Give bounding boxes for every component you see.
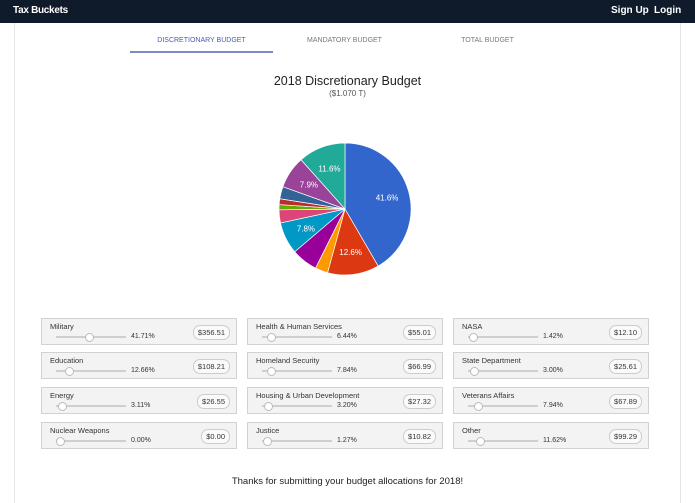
budget-item: Housing & Urban Development 3.20% $27.32 <box>247 387 443 414</box>
allocation-amount: $108.21 <box>192 359 230 374</box>
allocation-slider[interactable] <box>56 436 126 446</box>
slider-handle[interactable] <box>473 401 483 411</box>
budget-item-label: Justice <box>256 426 280 435</box>
pie-label: 7.8% <box>297 224 315 233</box>
slider-handle[interactable] <box>266 332 276 342</box>
allocation-percent: 7.84% <box>337 367 357 374</box>
budget-item-label: Military <box>50 322 74 331</box>
allocation-slider[interactable] <box>262 436 332 446</box>
slider-handle[interactable] <box>267 366 277 376</box>
allocation-amount: $99.29 <box>609 429 642 444</box>
chart-subtitle: ($1.070 T) <box>329 89 366 98</box>
submission-message: Thanks for submitting your budget alloca… <box>231 476 464 487</box>
budget-item: Veterans Affairs 7.94% $67.89 <box>453 387 649 414</box>
slider-handle[interactable] <box>476 436 486 446</box>
budget-item-label: Veterans Affairs <box>462 391 515 400</box>
allocation-amount: $27.32 <box>403 394 436 409</box>
allocation-slider[interactable] <box>56 332 126 342</box>
tab-total-budget[interactable]: TOTAL BUDGET <box>461 37 514 44</box>
allocation-amount: $55.01 <box>403 325 436 340</box>
budget-item: NASA 1.42% $12.10 <box>453 318 649 345</box>
allocation-slider[interactable] <box>262 401 332 411</box>
slider-handle[interactable] <box>56 436 65 446</box>
allocation-amount: $25.61 <box>609 359 642 374</box>
budget-item: Homeland Security 7.84% $66.99 <box>247 352 443 379</box>
tab-discretionary-budget[interactable]: DISCRETIONARY BUDGET <box>130 37 273 53</box>
allocation-slider[interactable] <box>468 436 538 446</box>
navbar: Tax Buckets Sign Up Login <box>0 0 695 23</box>
sign-up-link[interactable]: Sign Up <box>611 5 649 16</box>
slider-handle[interactable] <box>58 401 68 411</box>
budget-item: Energy 3.11% $26.55 <box>41 387 237 414</box>
allocation-amount: $67.89 <box>609 394 642 409</box>
allocation-percent: 11.62% <box>543 437 567 444</box>
brand-logo[interactable]: Tax Buckets <box>13 5 68 16</box>
budget-item: Education 12.66% $108.21 <box>41 352 237 379</box>
allocation-percent: 3.20% <box>337 402 357 409</box>
allocation-amount: $10.82 <box>403 429 436 444</box>
allocation-percent: 7.94% <box>543 402 563 409</box>
allocation-percent: 3.00% <box>543 367 563 374</box>
allocation-amount: $12.10 <box>609 325 642 340</box>
budget-item-label: Education <box>50 356 84 365</box>
slider-handle[interactable] <box>85 332 95 342</box>
tab-mandatory-budget[interactable]: MANDATORY BUDGET <box>307 37 382 44</box>
allocation-slider[interactable] <box>56 401 126 411</box>
allocation-amount: $66.99 <box>403 359 436 374</box>
login-link[interactable]: Login <box>654 5 682 16</box>
budget-item-label: Homeland Security <box>256 356 320 365</box>
allocation-percent: 1.42% <box>543 333 563 340</box>
pie-label: 11.6% <box>318 164 340 173</box>
budget-item: Military 41.71% $356.51 <box>41 318 237 345</box>
pie-label: 7.9% <box>300 181 318 190</box>
allocation-slider[interactable] <box>468 332 538 342</box>
budget-item-label: Health & Human Services <box>256 322 342 331</box>
budget-item-label: Housing & Urban Development <box>256 391 360 400</box>
pie-slice-military[interactable] <box>344 142 412 267</box>
content-card <box>14 23 681 503</box>
allocation-percent: 41.71% <box>131 333 155 340</box>
slider-handle[interactable] <box>468 332 478 342</box>
chart-title: 2018 Discretionary Budget <box>273 74 422 88</box>
allocation-slider[interactable] <box>262 332 332 342</box>
allocation-amount: $0.00 <box>201 429 230 444</box>
pie-slice-other[interactable] <box>300 142 346 210</box>
budget-item-label: Nuclear Weapons <box>50 426 110 435</box>
allocation-amount: $26.55 <box>197 394 230 409</box>
allocation-percent: 6.44% <box>337 333 357 340</box>
budget-item: Health & Human Services 6.44% $55.01 <box>247 318 443 345</box>
budget-item-label: Energy <box>50 391 74 400</box>
slider-handle[interactable] <box>64 366 74 376</box>
budget-item: State Department 3.00% $25.61 <box>453 352 649 379</box>
budget-item: Nuclear Weapons 0.00% $0.00 <box>41 422 237 449</box>
pie-label: 41.6% <box>376 194 399 203</box>
allocation-amount: $356.51 <box>192 325 230 340</box>
allocation-slider[interactable] <box>56 366 126 376</box>
allocation-percent: 0.00% <box>131 437 151 444</box>
allocation-slider[interactable] <box>468 401 538 411</box>
budget-item-label: NASA <box>462 322 483 331</box>
allocation-percent: 1.27% <box>337 437 357 444</box>
pie-label: 12.6% <box>339 248 362 257</box>
slider-handle[interactable] <box>262 436 272 446</box>
allocation-slider[interactable] <box>468 366 538 376</box>
budget-item-label: Other <box>462 426 481 435</box>
budget-item: Justice 1.27% $10.82 <box>247 422 443 449</box>
pie-chart: 41.6% 12.6% 7.8% 7.9%11.6% <box>278 142 412 276</box>
slider-handle[interactable] <box>264 401 274 411</box>
budget-item-label: State Department <box>462 356 521 365</box>
allocation-percent: 3.11% <box>131 402 151 409</box>
allocation-percent: 12.66% <box>131 367 155 374</box>
slider-handle[interactable] <box>470 366 480 376</box>
budget-item: Other 11.62% $99.29 <box>453 422 649 449</box>
allocation-slider[interactable] <box>262 366 332 376</box>
